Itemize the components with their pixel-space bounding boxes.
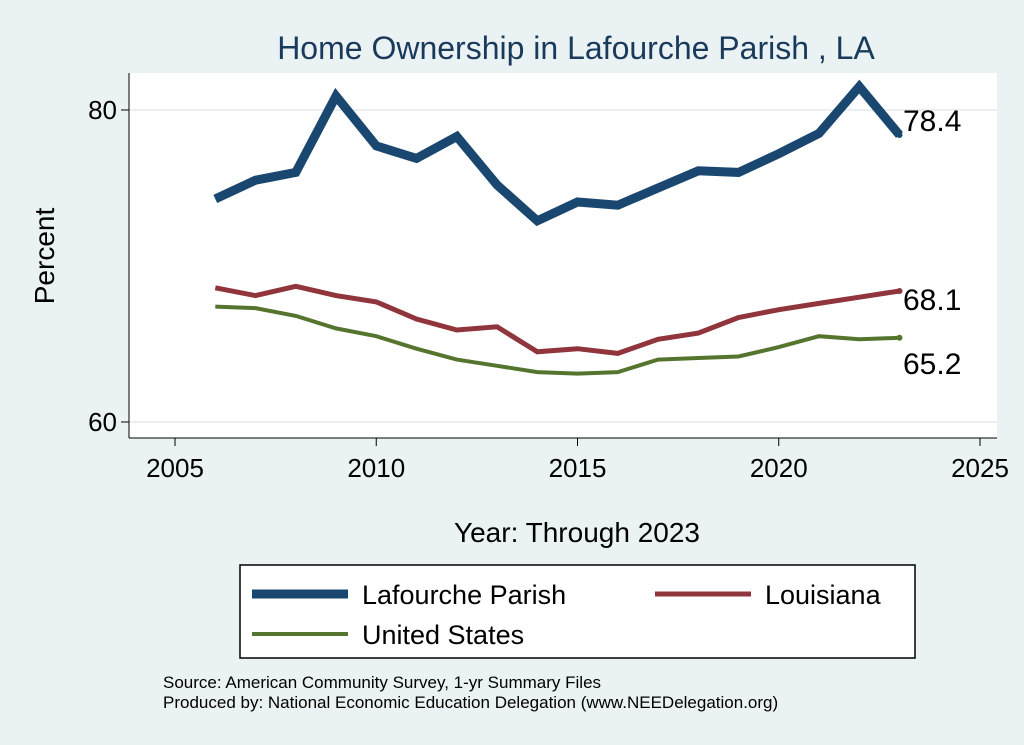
legend: Lafourche Parish Louisiana United States	[239, 564, 916, 659]
y-tick-label-60: 60	[88, 407, 117, 437]
legend-label-united-states: United States	[362, 620, 524, 650]
end-point-lafourche-parish	[896, 131, 903, 138]
axes	[128, 73, 997, 439]
y-tick-label-80: 80	[88, 95, 117, 125]
end-label-lafourche-parish: 78.4	[903, 105, 961, 138]
ticks: 60 80 2005 2010 2015 2020 2025	[88, 95, 1009, 483]
plot-area	[129, 73, 997, 438]
end-point-united-states	[896, 334, 903, 341]
x-tick-label-2015: 2015	[549, 453, 607, 483]
y-axis-title: Percent	[29, 208, 60, 305]
series-line-louisiana	[214, 283, 900, 356]
legend-box	[239, 564, 916, 659]
series-lines	[213, 79, 903, 376]
source-note: Source: American Community Survey, 1-yr …	[163, 673, 601, 692]
produced-note: Produced by: National Economic Education…	[163, 693, 778, 712]
end-point-louisiana	[896, 287, 903, 294]
end-label-united-states: 65.2	[903, 348, 961, 381]
end-label-louisiana: 68.1	[903, 284, 961, 317]
x-tick-label-2010: 2010	[347, 453, 405, 483]
grid	[129, 109, 997, 423]
x-axis-title: Year: Through 2023	[454, 517, 700, 548]
legend-items: Lafourche Parish Louisiana United States	[252, 580, 882, 650]
chart-title: Home Ownership in Lafourche Parish , LA	[277, 30, 875, 66]
series-line-united-states	[215, 304, 900, 376]
series-line-lafourche-parish	[213, 79, 903, 227]
x-tick-label-2005: 2005	[146, 453, 204, 483]
legend-label-lafourche-parish: Lafourche Parish	[362, 580, 566, 610]
x-tick-label-2025: 2025	[951, 453, 1009, 483]
x-tick-label-2020: 2020	[750, 453, 808, 483]
end-labels: 78.4 68.1 65.2	[903, 105, 961, 381]
legend-label-louisiana: Louisiana	[765, 580, 882, 610]
